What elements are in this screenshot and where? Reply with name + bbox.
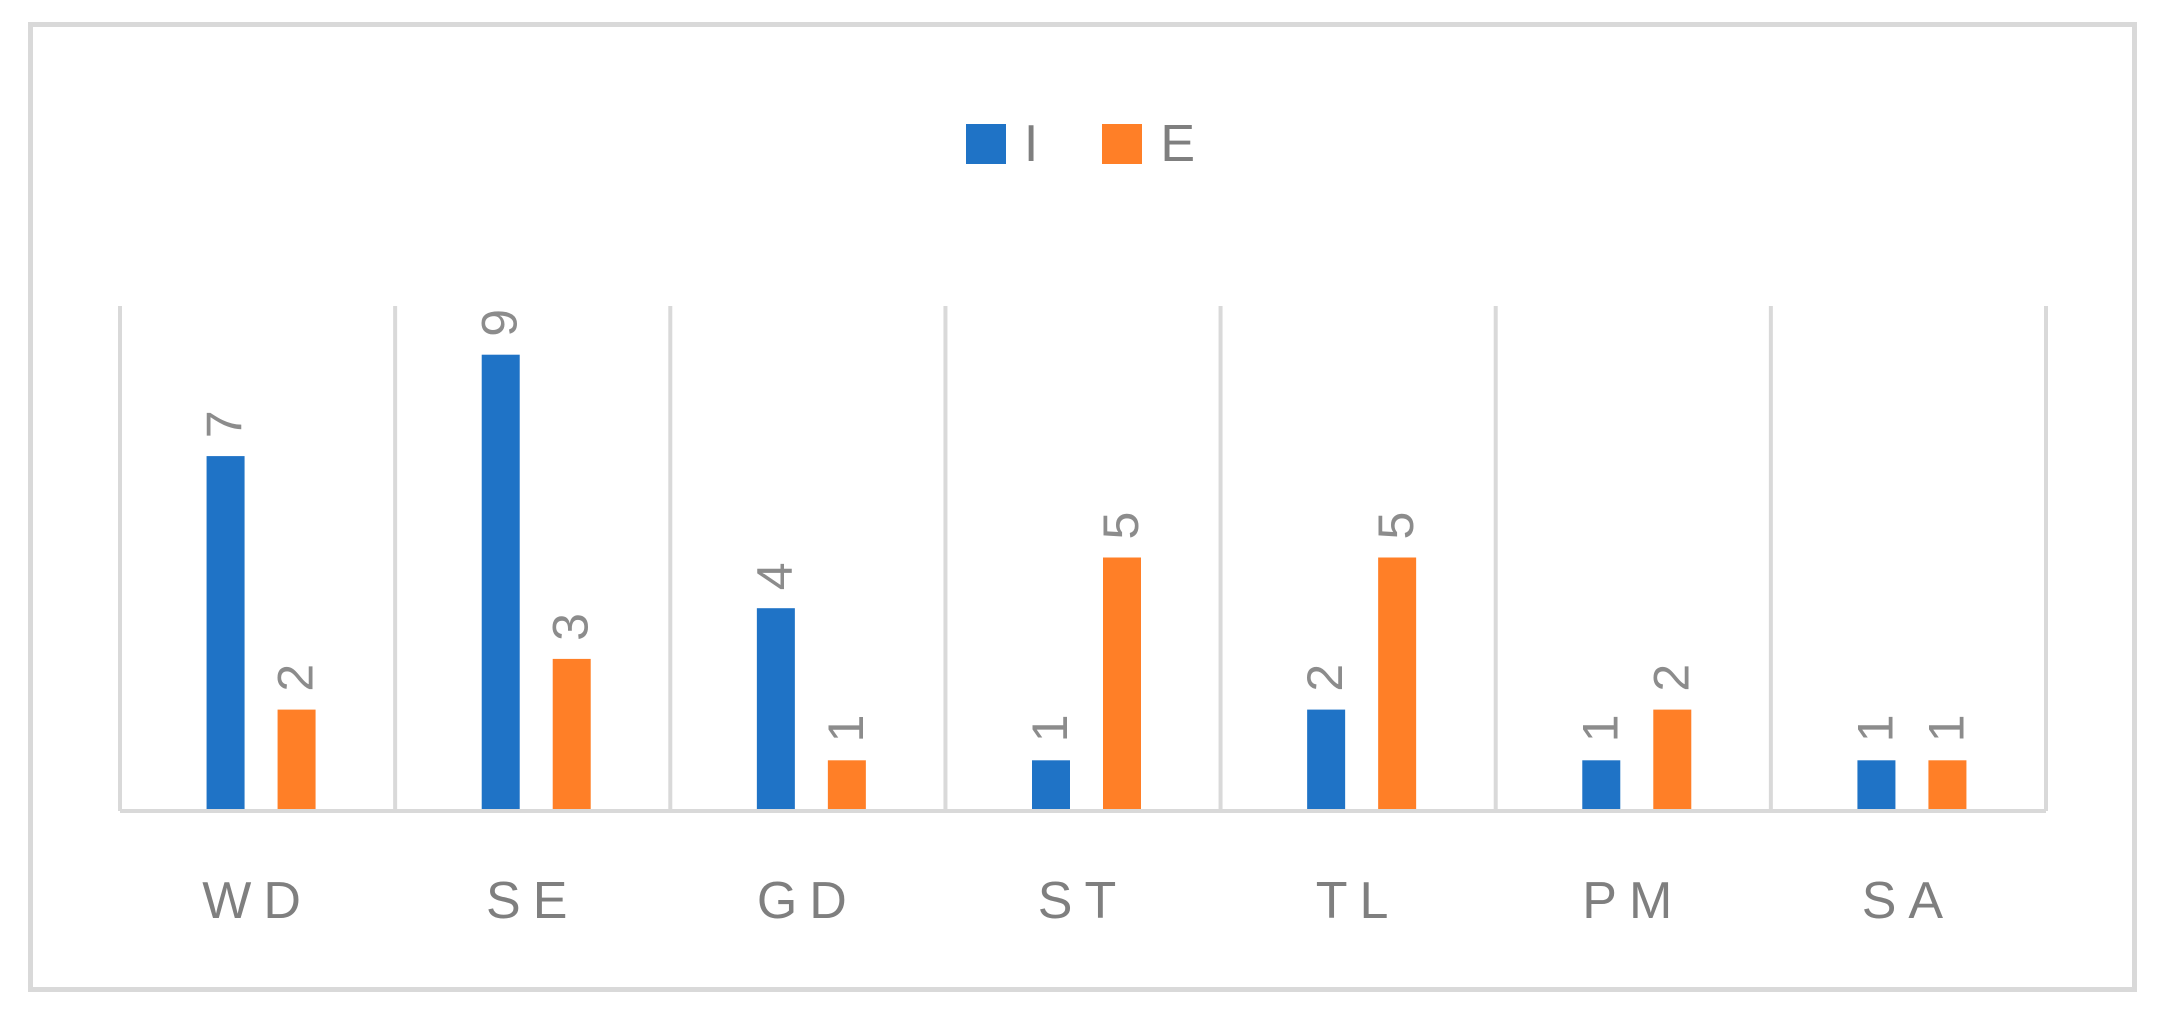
bar-i-st — [1032, 760, 1070, 811]
data-label: 1 — [1572, 714, 1628, 742]
data-label: 1 — [1022, 714, 1078, 742]
legend-swatch-e — [1102, 124, 1143, 164]
legend-item-i: I — [965, 115, 1041, 173]
data-label: 4 — [747, 562, 803, 590]
x-tick-label: PM — [1582, 872, 1684, 930]
x-tick-label: TL — [1316, 872, 1401, 930]
legend-label-i: I — [1023, 115, 1041, 173]
data-label: 1 — [1847, 714, 1903, 742]
bar-e-st — [1103, 557, 1141, 811]
data-label: 5 — [1368, 512, 1424, 540]
data-label: 9 — [472, 309, 528, 337]
bar-i-sa — [1857, 760, 1896, 811]
data-label: 5 — [1093, 512, 1149, 540]
bar-i-se — [481, 354, 520, 811]
data-label: 1 — [818, 714, 874, 742]
data-label: 7 — [197, 410, 253, 438]
data-label: 2 — [268, 664, 324, 692]
data-label: 1 — [1918, 714, 1974, 742]
legend-item-e: E — [1102, 118, 1197, 170]
data-label: 2 — [1643, 664, 1699, 692]
x-tick-label: SA — [1862, 872, 1955, 930]
bar-i-wd — [206, 456, 245, 811]
chart-frame — [28, 22, 2137, 992]
bar-e-sa — [1928, 760, 1967, 811]
bar-e-wd — [277, 709, 316, 811]
bar-e-pm — [1653, 709, 1692, 811]
legend-label-e: E — [1160, 115, 1198, 173]
x-tick-label: WD — [202, 872, 313, 930]
data-label: 3 — [543, 613, 599, 641]
data-label: 2 — [1297, 664, 1353, 692]
legend: I E — [0, 118, 2163, 170]
x-tick-label: SE — [486, 872, 579, 930]
bar-e-gd — [827, 760, 866, 811]
bar-i-pm — [1582, 760, 1621, 811]
legend-swatch-i — [965, 124, 1006, 164]
bar-i-tl — [1307, 709, 1346, 811]
x-tick-label: GD — [757, 872, 859, 930]
bar-e-se — [552, 658, 591, 811]
bar-i-gd — [756, 608, 795, 811]
x-tick-label: ST — [1038, 872, 1128, 930]
bar-e-tl — [1378, 557, 1417, 811]
